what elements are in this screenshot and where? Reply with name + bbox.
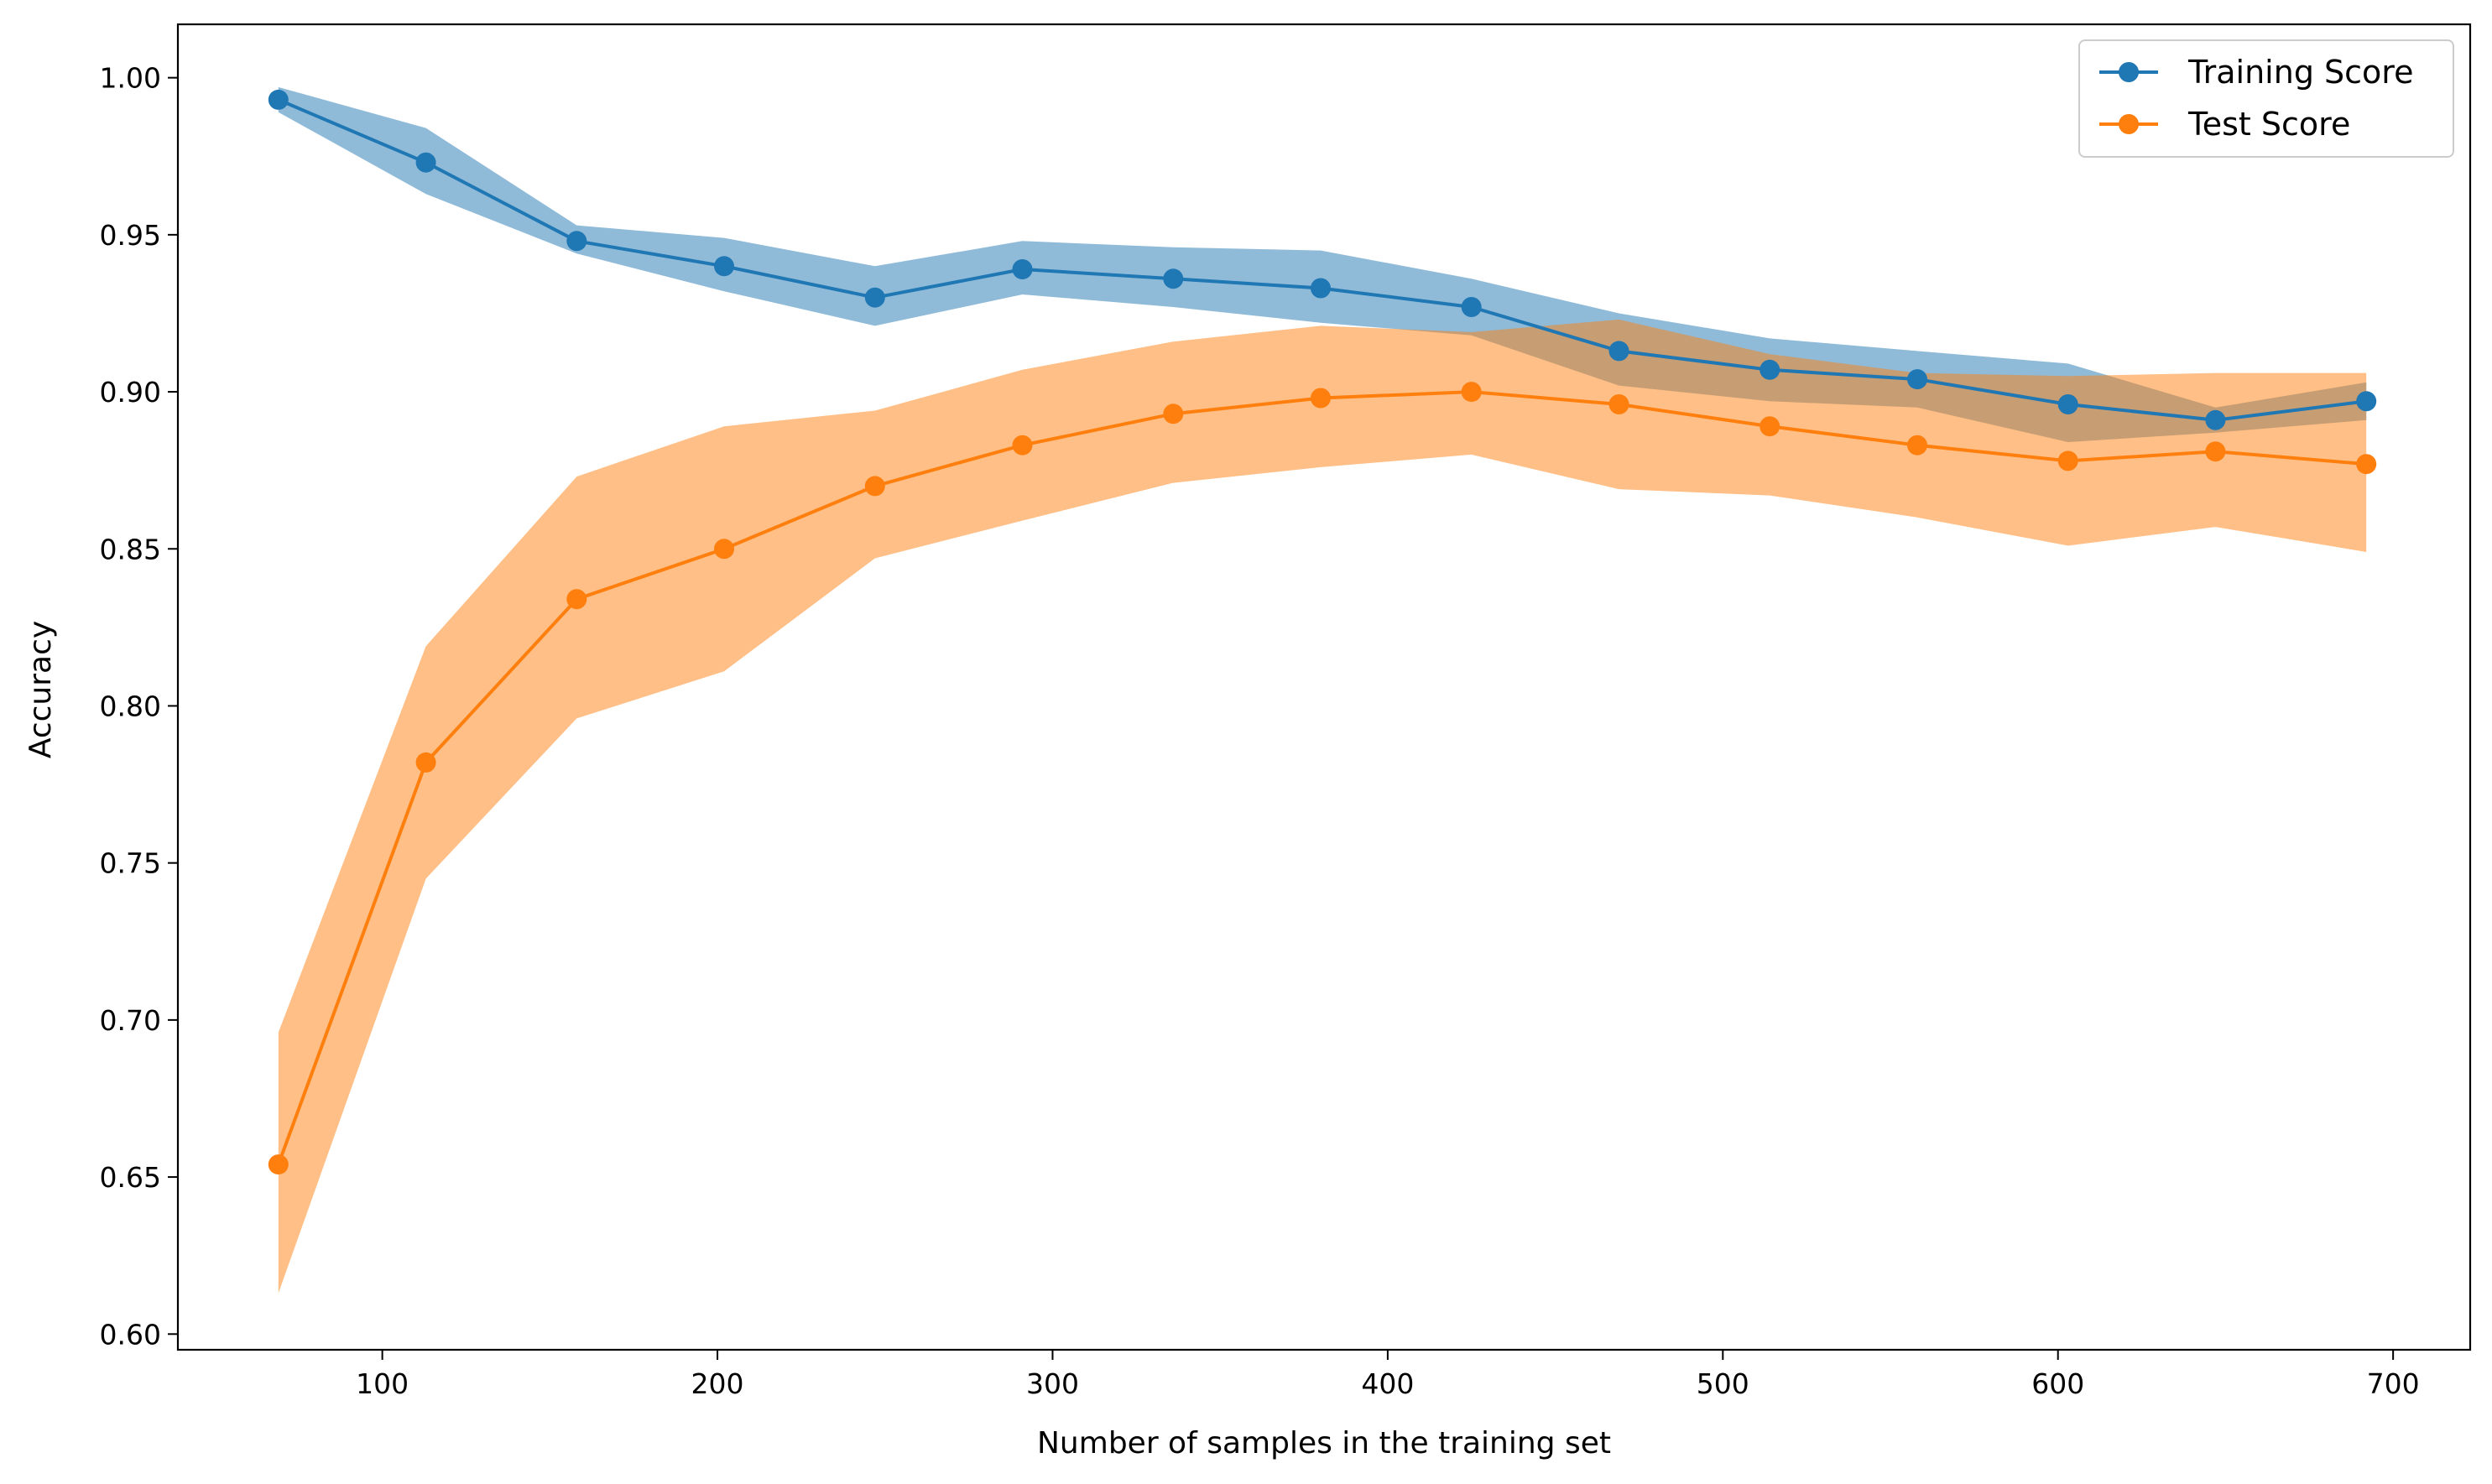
legend-marker-training xyxy=(2119,62,2139,82)
y-axis-label: Accuracy xyxy=(23,621,58,758)
plot-area-frame xyxy=(176,23,2472,1351)
test-score-point xyxy=(1907,435,1927,456)
test-score-band xyxy=(278,319,2367,1294)
y-tick-label: 0.70 xyxy=(100,1004,161,1037)
x-tick-label: 600 xyxy=(2031,1367,2084,1400)
x-tick-label: 200 xyxy=(691,1367,744,1400)
legend: Training Score Test Score xyxy=(2078,39,2454,158)
test-score-point xyxy=(566,589,587,610)
y-tick-label: 0.60 xyxy=(100,1318,161,1351)
training-score-point xyxy=(864,287,885,308)
training-score-point xyxy=(1907,369,1927,390)
y-axis-ticks: 0.60 0.65 0.70 0.75 0.80 0.85 0.90 0.95 1.00 xyxy=(100,62,178,1351)
legend-frame xyxy=(2078,39,2454,158)
legend-marker-test xyxy=(2119,114,2139,134)
training-score-point xyxy=(1608,341,1629,362)
legend-label-training: Training Score xyxy=(2187,54,2413,91)
training-score-point xyxy=(1012,259,1033,279)
series-markers xyxy=(268,89,2377,1175)
training-score-point xyxy=(1163,268,1184,289)
x-tick-label: 300 xyxy=(1026,1367,1079,1400)
confidence-bands xyxy=(278,86,2367,1294)
training-score-point xyxy=(1461,297,1482,317)
training-score-point xyxy=(566,231,587,252)
x-tick-label: 400 xyxy=(1361,1367,1414,1400)
y-tick-label: 0.95 xyxy=(100,219,161,252)
y-tick-label: 1.00 xyxy=(100,62,161,95)
test-score-point xyxy=(1461,382,1482,403)
training-score-point xyxy=(1760,359,1780,380)
training-score-point xyxy=(415,152,436,173)
test-score-point xyxy=(2205,441,2226,462)
x-tick-label: 500 xyxy=(1697,1367,1749,1400)
test-score-point xyxy=(2356,454,2377,475)
x-axis-ticks: 100 200 300 400 500 600 700 xyxy=(356,1350,2420,1400)
x-tick-label: 700 xyxy=(2367,1367,2420,1400)
test-score-point xyxy=(415,752,436,773)
training-score-point xyxy=(1311,278,1331,299)
test-score-point xyxy=(1608,394,1629,414)
test-score-point xyxy=(1760,416,1780,437)
x-axis-label: Number of samples in the training set xyxy=(1037,1426,1611,1461)
y-tick-label: 0.90 xyxy=(100,376,161,409)
test-score-point xyxy=(2057,450,2078,471)
test-score-point xyxy=(864,476,885,497)
test-score-point xyxy=(1311,388,1331,409)
test-score-point xyxy=(714,539,734,560)
training-score-point xyxy=(2356,391,2377,412)
x-tick-label: 100 xyxy=(356,1367,409,1400)
legend-label-test: Test Score xyxy=(2187,106,2350,143)
y-tick-label: 0.75 xyxy=(100,847,161,880)
y-tick-label: 0.65 xyxy=(100,1161,161,1194)
training-score-point xyxy=(2057,394,2078,414)
test-score-point xyxy=(1163,404,1184,424)
training-score-band xyxy=(278,86,2367,443)
test-score-point xyxy=(1012,435,1033,456)
training-score-point xyxy=(714,256,734,277)
training-score-point xyxy=(2205,409,2226,430)
y-tick-label: 0.85 xyxy=(100,533,161,565)
training-score-point xyxy=(268,89,289,110)
y-tick-label: 0.80 xyxy=(100,690,161,722)
test-score-point xyxy=(268,1154,289,1175)
